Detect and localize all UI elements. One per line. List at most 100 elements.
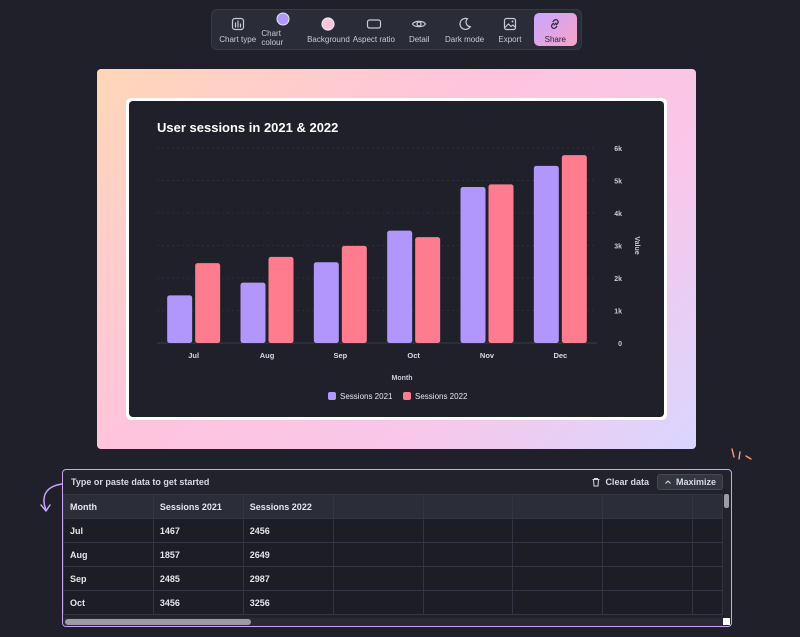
chart-frame: User sessions in 2021 & 2022 0 1k 2k 3k 4k 5k… (97, 69, 696, 449)
table-cell[interactable]: 1467 (152, 518, 244, 543)
aspect-ratio-button[interactable]: Aspect ratio (352, 13, 395, 46)
clear-data-label: Clear data (605, 477, 649, 487)
trash-icon (592, 478, 600, 487)
table-cell[interactable]: Oct (63, 590, 154, 615)
table-cell[interactable]: 1857 (152, 542, 244, 567)
chart-title: User sessions in 2021 & 2022 (157, 120, 339, 135)
data-table: Month Sessions 2021 Sessions 2022 Jul 14… (63, 494, 723, 615)
data-panel-header: Type or paste data to get started Clear … (63, 470, 731, 494)
empty-cell[interactable] (422, 590, 514, 615)
aspect-ratio-label: Aspect ratio (352, 34, 395, 44)
empty-cell[interactable] (332, 494, 424, 519)
table-cell[interactable]: 3256 (242, 590, 334, 615)
empty-cell[interactable] (422, 518, 514, 543)
table-cell[interactable]: Aug (63, 542, 154, 567)
table-row: Oct 3456 3256 (63, 590, 723, 615)
bar-sessions-2022 (195, 263, 221, 343)
x-tick-label: Sep (333, 351, 347, 360)
chart-frame-border: User sessions in 2021 & 2022 0 1k 2k 3k 4k 5k… (126, 98, 667, 420)
clear-data-button[interactable]: Clear data (591, 477, 649, 487)
column-header[interactable]: Sessions 2021 (152, 494, 244, 519)
chart-type-button[interactable]: Chart type (216, 13, 259, 46)
empty-cell[interactable] (512, 566, 604, 591)
chart-colour-label: Chart colour (261, 29, 284, 47)
vertical-scroll-thumb[interactable] (724, 494, 729, 508)
table-row: Sep 2485 2987 (63, 566, 723, 591)
y-tick-label: 5k (614, 179, 622, 186)
horizontal-scrollbar[interactable] (63, 618, 725, 626)
table-header-row: Month Sessions 2021 Sessions 2022 (63, 494, 723, 519)
chart-type-label: Chart type (219, 34, 257, 44)
aspect-ratio-icon (366, 16, 382, 32)
chart-colour-button[interactable]: Chart colour (261, 12, 304, 47)
dark-mode-button[interactable]: Dark mode (443, 13, 486, 46)
table-cell[interactable]: 3456 (152, 590, 244, 615)
table-cell[interactable]: 2485 (152, 566, 244, 591)
vertical-scrollbar[interactable] (724, 494, 729, 622)
color-swatch-icon (276, 12, 290, 26)
empty-cell[interactable] (512, 542, 604, 567)
dark-mode-label: Dark mode (445, 34, 485, 44)
table-cell[interactable]: Jul (63, 518, 154, 543)
empty-cell[interactable] (332, 566, 424, 591)
empty-cell[interactable] (602, 590, 693, 615)
share-button[interactable]: Share (533, 13, 577, 46)
x-tick-label: Oct (407, 351, 420, 360)
column-header[interactable]: Month (63, 494, 154, 519)
background-label: Background (307, 34, 350, 44)
empty-cell[interactable] (512, 518, 604, 543)
empty-cell[interactable] (692, 542, 723, 567)
empty-cell[interactable] (332, 518, 424, 543)
empty-cell[interactable] (602, 542, 693, 567)
maximize-button[interactable]: Maximize (656, 474, 723, 490)
x-axis-label: Month (392, 375, 413, 382)
empty-cell[interactable] (422, 566, 514, 591)
empty-cell[interactable] (602, 566, 693, 591)
link-icon (548, 16, 562, 32)
bar-sessions-2021 (533, 165, 559, 343)
table-cell[interactable]: Sep (63, 566, 154, 591)
table-cell[interactable]: 2987 (242, 566, 334, 591)
bar-sessions-2022 (341, 245, 367, 343)
empty-cell[interactable] (422, 494, 514, 519)
y-tick-label: 2k (614, 276, 622, 283)
empty-cell[interactable] (692, 566, 723, 591)
resize-corner[interactable] (723, 618, 730, 625)
column-header[interactable]: Sessions 2022 (242, 494, 334, 519)
share-label: Share (544, 34, 566, 44)
empty-cell[interactable] (692, 518, 723, 543)
empty-cell[interactable] (422, 542, 514, 567)
y-axis-label: Value (633, 236, 640, 254)
empty-cell[interactable] (692, 590, 723, 615)
chart-type-icon (231, 16, 245, 32)
detail-button[interactable]: Detail (398, 13, 441, 46)
empty-cell[interactable] (512, 590, 604, 615)
y-tick-label: 4k (614, 211, 622, 218)
x-tick-label: Dec (553, 351, 567, 360)
bar-sessions-2021 (240, 282, 266, 343)
table-cell[interactable]: 2649 (242, 542, 334, 567)
chart-toolbar: Chart type Chart colour Background Aspec… (211, 9, 582, 50)
bar-chart: 0 1k 2k 3k 4k 5k 6k Value Jul Aug Sep Oct Nov Dec Mont… (157, 146, 640, 401)
bar-sessions-2021 (460, 187, 486, 343)
table-row: Jul 1467 2456 (63, 518, 723, 543)
data-hint-text: Type or paste data to get started (71, 477, 210, 487)
image-export-icon (503, 16, 517, 32)
bar-sessions-2021 (387, 230, 413, 343)
empty-cell[interactable] (332, 590, 424, 615)
empty-cell[interactable] (332, 542, 424, 567)
table-row: Aug 1857 2649 (63, 542, 723, 567)
horizontal-scroll-thumb[interactable] (65, 619, 251, 625)
legend-label: Sessions 2022 (415, 392, 468, 401)
detail-label: Detail (408, 34, 430, 44)
empty-cell[interactable] (692, 494, 723, 519)
background-button[interactable]: Background (307, 13, 350, 46)
table-cell[interactable]: 2456 (242, 518, 334, 543)
y-tick-label: 0 (618, 341, 622, 348)
empty-cell[interactable] (602, 518, 693, 543)
empty-cell[interactable] (512, 494, 604, 519)
empty-cell[interactable] (602, 494, 693, 519)
legend-swatch (403, 392, 411, 400)
sparkle-lines-icon (731, 448, 752, 460)
export-button[interactable]: Export (488, 13, 531, 46)
